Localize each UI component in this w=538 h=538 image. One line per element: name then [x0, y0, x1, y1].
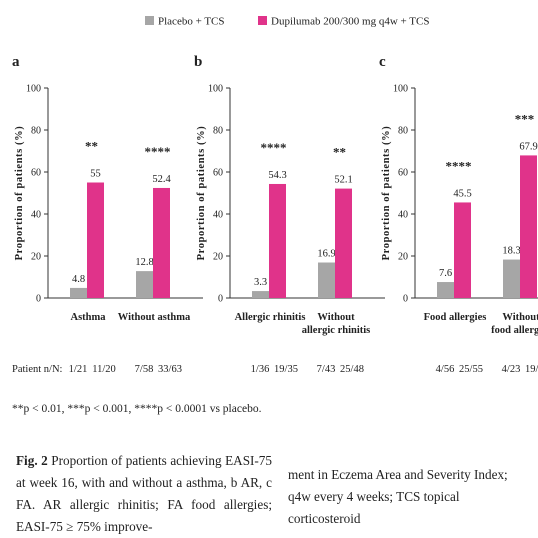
data-label: 67.9 [519, 141, 537, 152]
panel-c: c Proportion of patients (%) 0 20 40 60 80 100 7… [379, 54, 538, 336]
category-label: Asthma [70, 312, 106, 323]
y-tick-label: 100 [393, 84, 408, 95]
category-label: Without asthma [118, 312, 191, 323]
patient-nn: 19/28 [525, 364, 538, 375]
bar-dupilumab [520, 155, 537, 298]
legend-swatch [145, 16, 154, 25]
legend-label: Dupilumab 200/300 mg q4w + TCS [271, 16, 429, 28]
y-tick-label: 40 [398, 210, 408, 221]
caption-left-text: Proportion of patients achieving EASI-75… [16, 453, 272, 534]
patient-row: 1/21 11/20 7/58 33/63 1/36 19/35 7/43 25/48 4/56… [12, 364, 538, 375]
legend-swatch [258, 16, 267, 25]
data-label: 7.6 [439, 268, 452, 279]
legend-label: Placebo + TCS [158, 16, 225, 28]
y-tick-label: 20 [398, 252, 408, 263]
data-label: 45.5 [453, 188, 471, 199]
chart-panels: a Proportion of patients (%) 0 20 40 60 80 100 4… [12, 54, 538, 336]
y-tick-label: 20 [31, 252, 41, 263]
patient-nn: 1/36 [251, 364, 270, 375]
category-label: Allergic rhinitis [235, 312, 306, 323]
y-tick-label: 0 [218, 294, 223, 305]
legend: Placebo + TCS Dupilumab 200/300 mg q4w + … [145, 16, 429, 28]
y-tick-label: 100 [26, 84, 41, 95]
patient-nn: 7/43 [317, 364, 336, 375]
patient-nn: 7/58 [135, 364, 154, 375]
y-tick-label: 60 [213, 168, 223, 179]
y-tick-label: 0 [36, 294, 41, 305]
patient-nn: 4/56 [436, 364, 455, 375]
y-tick-label: 80 [213, 126, 223, 137]
caption-fig-label: Fig. 2 [16, 453, 48, 468]
bar-placebo [437, 282, 454, 298]
y-tick-label: 80 [398, 126, 408, 137]
patient-row-label: Patient n/N: [12, 364, 63, 375]
panel-a: a Proportion of patients (%) 0 20 40 60 80 100 4… [12, 54, 203, 323]
panel-b: b Proportion of patients (%) 0 20 40 60 80 100 3… [194, 54, 385, 336]
patient-nn: 1/21 [69, 364, 88, 375]
y-tick-label: 20 [213, 252, 223, 263]
category-label: Without [317, 312, 355, 323]
footnote: **p < 0.01, ***p < 0.001, ****p < 0.0001… [12, 403, 262, 415]
patient-nn: 25/48 [340, 364, 364, 375]
data-label: 52.4 [152, 174, 171, 185]
significance-marker: ** [333, 145, 346, 160]
significance-marker: ** [85, 139, 98, 154]
bar-placebo [136, 271, 153, 298]
category-label: food allergies [491, 325, 538, 336]
caption-right-column: ment in Eczema Area and Severity Index; … [288, 467, 508, 526]
bar-dupilumab [335, 188, 352, 298]
data-label: 16.9 [317, 249, 335, 260]
y-tick-label: 40 [213, 210, 223, 221]
bar-placebo [318, 262, 335, 298]
data-label: 18.3 [502, 246, 520, 257]
significance-marker: *** [515, 111, 535, 126]
category-label: Food allergies [424, 312, 487, 323]
category-label: Without [502, 312, 538, 323]
patient-nn: 33/63 [158, 364, 182, 375]
data-label: 3.3 [254, 277, 267, 288]
panel-label: c [379, 54, 386, 70]
significance-marker: **** [446, 158, 472, 173]
y-tick-label: 40 [31, 210, 41, 221]
y-axis-title: Proportion of patients (%) [381, 126, 392, 261]
bar-dupilumab [454, 202, 471, 298]
patient-nn: 19/35 [274, 364, 298, 375]
panel-label: a [12, 54, 20, 70]
category-label: allergic rhinitis [302, 325, 371, 336]
data-label: 55 [90, 169, 101, 180]
bar-placebo [70, 287, 87, 298]
y-axis-title: Proportion of patients (%) [14, 126, 25, 261]
patient-nn: 11/20 [92, 364, 116, 375]
y-tick-label: 60 [31, 168, 41, 179]
bar-placebo [252, 291, 269, 298]
bar-dupilumab [153, 187, 170, 298]
data-label: 52.1 [334, 175, 352, 186]
patient-nn: 4/23 [502, 364, 521, 375]
patient-nn: 25/55 [459, 364, 483, 375]
data-label: 12.8 [135, 257, 153, 268]
data-label: 54.3 [268, 170, 286, 181]
bar-placebo [503, 259, 520, 298]
bar-dupilumab [269, 183, 286, 298]
panel-label: b [194, 54, 202, 70]
figure-caption: Fig. 2 Proportion of patients achieving … [0, 450, 538, 538]
y-tick-label: 60 [398, 168, 408, 179]
bar-dupilumab [87, 182, 104, 298]
caption-left-column: Fig. 2 Proportion of patients achieving … [16, 450, 272, 538]
y-tick-label: 80 [31, 126, 41, 137]
y-tick-label: 100 [208, 84, 223, 95]
y-axis-title: Proportion of patients (%) [196, 126, 207, 261]
y-tick-label: 0 [403, 294, 408, 305]
data-label: 4.8 [72, 274, 85, 285]
significance-marker: **** [261, 140, 287, 155]
significance-marker: **** [145, 144, 171, 159]
